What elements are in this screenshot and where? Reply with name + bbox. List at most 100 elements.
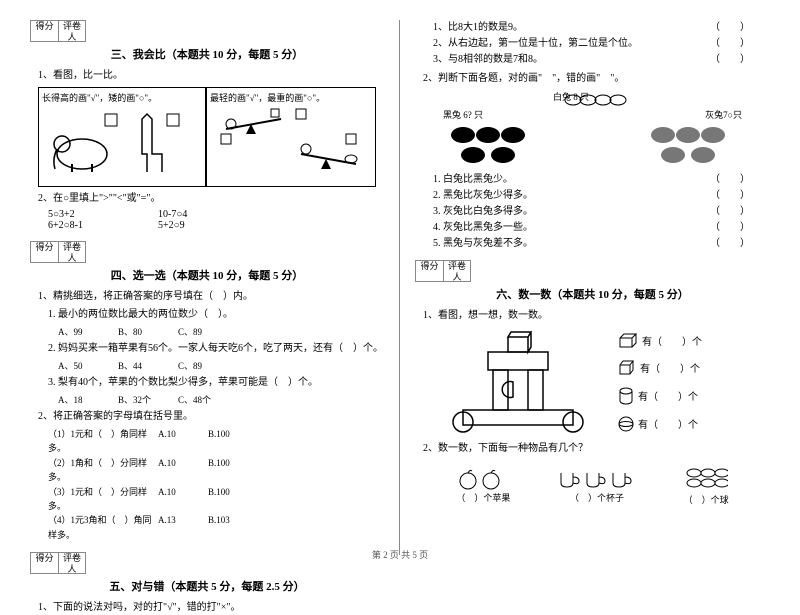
paren: （ ） <box>710 36 750 52</box>
cup-group: （ ）个杯子 <box>557 467 637 504</box>
rtf-3: 3. 灰兔比白兔多得多。 <box>433 204 533 220</box>
r2-a: A.10 <box>158 456 208 485</box>
apple-icon <box>456 467 506 491</box>
cylinder-row: 有（ ）个 <box>618 387 752 405</box>
rtf-2: 2. 黑兔比灰兔少得多。 <box>433 188 533 204</box>
sphere-icon <box>618 416 634 432</box>
paren: （ ） <box>710 204 750 220</box>
tf-list: 1、比8大1的数是9。（ ） 2、从右边起，第一位是十位，第二位是个位。（ ） … <box>433 20 770 68</box>
blocks-scene-icon <box>433 327 618 437</box>
opt-a: A、99 <box>58 325 118 338</box>
weight-compare: 最轻的画"√"，最重的画"○"。 <box>207 88 375 186</box>
paren: （ ） <box>710 20 750 36</box>
blank: 有（ ）个 <box>638 416 698 431</box>
paren: （ ） <box>710 236 750 252</box>
s3-expr-row2: 6+2○8-1 5+2○9 <box>48 220 384 231</box>
opt-b: B、32个 <box>118 393 178 406</box>
cuboid-icon <box>618 333 638 349</box>
s3-expr-row1: 5○3+2 10-7○4 <box>48 209 384 220</box>
tf-2: 2、从右边起，第一位是十位，第二位是个位。 <box>433 36 638 52</box>
apple-group: （ ）个苹果 <box>456 467 510 504</box>
blank: 有（ ）个 <box>638 388 698 403</box>
score-label: 得分 <box>30 20 58 42</box>
opt-b: B、80 <box>118 325 178 338</box>
section-6-title: 六、数一数（本题共 10 分，每题 5 分） <box>415 286 770 302</box>
s3-q1: 1、看图，比一比。 <box>38 68 384 83</box>
cup-label: （ ）个杯子 <box>557 491 637 504</box>
score-box-s4: 得分 评卷人 <box>30 241 384 263</box>
paren: （ ） <box>710 220 750 236</box>
opt-c: C、89 <box>178 359 238 372</box>
tf-3: 3、与8相邻的数是7和8。 <box>433 52 543 68</box>
r1-text: （1）1元和（ ）角同样多。 <box>48 427 158 456</box>
opt-b: B、44 <box>118 359 178 372</box>
cup-icon <box>557 467 637 491</box>
paren: （ ） <box>710 52 750 68</box>
ball-group: （ ）个球 <box>684 465 729 506</box>
blank: 有（ ）个 <box>640 360 700 375</box>
r2-b: B.100 <box>208 456 258 485</box>
r1-a: A.10 <box>158 427 208 456</box>
section-4-title: 四、选一选（本题共 10 分，每题 5 分） <box>30 267 384 283</box>
page-footer: 第 2 页 共 5 页 <box>0 548 800 561</box>
white-rabbit-label: 白兔 8 只 <box>553 90 589 103</box>
cuboid-row: 有（ ）个 <box>618 333 752 349</box>
s4-q1-2-opts: A、50 B、44 C、89 <box>58 359 384 372</box>
left-column: 得分 评卷人 三、我会比（本题共 10 分，每题 5 分） 1、看图，比一比。 … <box>30 20 400 555</box>
score-label: 得分 <box>415 260 443 282</box>
elephant-giraffe-icon <box>42 104 202 174</box>
height-label: 长得高的画"√"，矮的画"○"。 <box>42 91 202 104</box>
apple-label: （ ）个苹果 <box>456 491 510 504</box>
count-items: （ ）个苹果 （ ）个杯子 （ ）个球 <box>433 460 752 510</box>
expr-2: 10-7○4 <box>158 209 268 220</box>
grader-label: 评卷人 <box>58 241 86 263</box>
cube-icon <box>618 360 636 376</box>
compare-image-box: 长得高的画"√"，矮的画"○"。 最轻的画"√"，最重的画"○"。 <box>38 87 376 187</box>
score-box-s3: 得分 评卷人 <box>30 20 384 42</box>
weight-label: 最轻的画"√"，最重的画"○"。 <box>210 91 372 104</box>
s4-q2: 2、将正确答案的字母填在括号里。 <box>38 409 384 424</box>
s5-q1: 1、下面的说法对吗，对的打"√"，错的打"×"。 <box>38 600 384 615</box>
paren: （ ） <box>710 172 750 188</box>
opt-c: C、89 <box>178 325 238 338</box>
s4-q1-1: 1. 最小的两位数比最大的两位数少（ ）。 <box>48 307 384 322</box>
height-compare: 长得高的画"√"，矮的画"○"。 <box>39 88 207 186</box>
r3-b: B.100 <box>208 485 258 514</box>
cylinder-icon <box>618 387 634 405</box>
rtf-5: 5. 黑兔与灰兔差不多。 <box>433 236 533 252</box>
s4-q1-2: 2. 妈妈买来一箱苹果有56个。一家人每天吃6个，吃了两天，还有（ ）个。 <box>48 341 384 356</box>
sphere-row: 有（ ）个 <box>618 416 752 432</box>
paren: （ ） <box>710 188 750 204</box>
seesaw-icon <box>210 104 372 174</box>
s6-q1: 1、看图，想一想，数一数。 <box>423 308 770 323</box>
shapes-answer-list: 有（ ）个 有（ ）个 有（ ）个 有（ ）个 <box>618 327 752 437</box>
expr-1: 5○3+2 <box>48 209 158 220</box>
r4-b: B.103 <box>208 513 258 542</box>
right-q2: 2、判断下面各题，对的画" "，错的画" "。 <box>423 71 770 86</box>
expr-4: 5+2○9 <box>158 220 268 231</box>
grader-label: 评卷人 <box>58 20 86 42</box>
opt-a: A、50 <box>58 359 118 372</box>
s4-q1-1-opts: A、99 B、80 C、89 <box>58 325 384 338</box>
rabbits-icon <box>433 90 753 168</box>
rtf-1: 1. 白兔比黑兔少。 <box>433 172 513 188</box>
gray-rabbit-label: 灰兔7○只 <box>705 108 742 121</box>
score-box-s6: 得分 评卷人 <box>415 260 770 282</box>
rtf-4: 4. 灰兔比黑兔多一些。 <box>433 220 533 236</box>
r3-a: A.10 <box>158 485 208 514</box>
rabbit-illustration: 白兔 8 只 黑兔 6? 只 灰兔7○只 <box>433 90 752 168</box>
r4-text: （4）1元3角和（ ）角同样多。 <box>48 513 158 542</box>
ball-icon <box>684 465 728 493</box>
opt-c: C、48个 <box>178 393 238 406</box>
s4-q1-3-opts: A、18 B、32个 C、48个 <box>58 393 384 406</box>
s4-q1-3: 3. 梨有40个，苹果的个数比梨少得多，苹果可能是（ ）个。 <box>48 375 384 390</box>
s4-q2-table: （1）1元和（ ）角同样多。A.10B.100 （2）1角和（ ）分同样多。A.… <box>48 427 384 542</box>
cube-row: 有（ ）个 <box>618 360 752 376</box>
shapes-area: 有（ ）个 有（ ）个 有（ ）个 有（ ）个 <box>433 327 752 437</box>
tf-1: 1、比8大1的数是9。 <box>433 20 523 36</box>
opt-a: A、18 <box>58 393 118 406</box>
score-label: 得分 <box>30 241 58 263</box>
s4-q1: 1、精挑细选，将正确答案的序号填在（ ）内。 <box>38 289 384 304</box>
section-5-title: 五、对与错（本题共 5 分，每题 2.5 分） <box>30 578 384 594</box>
black-rabbit-label: 黑兔 6? 只 <box>443 108 483 121</box>
